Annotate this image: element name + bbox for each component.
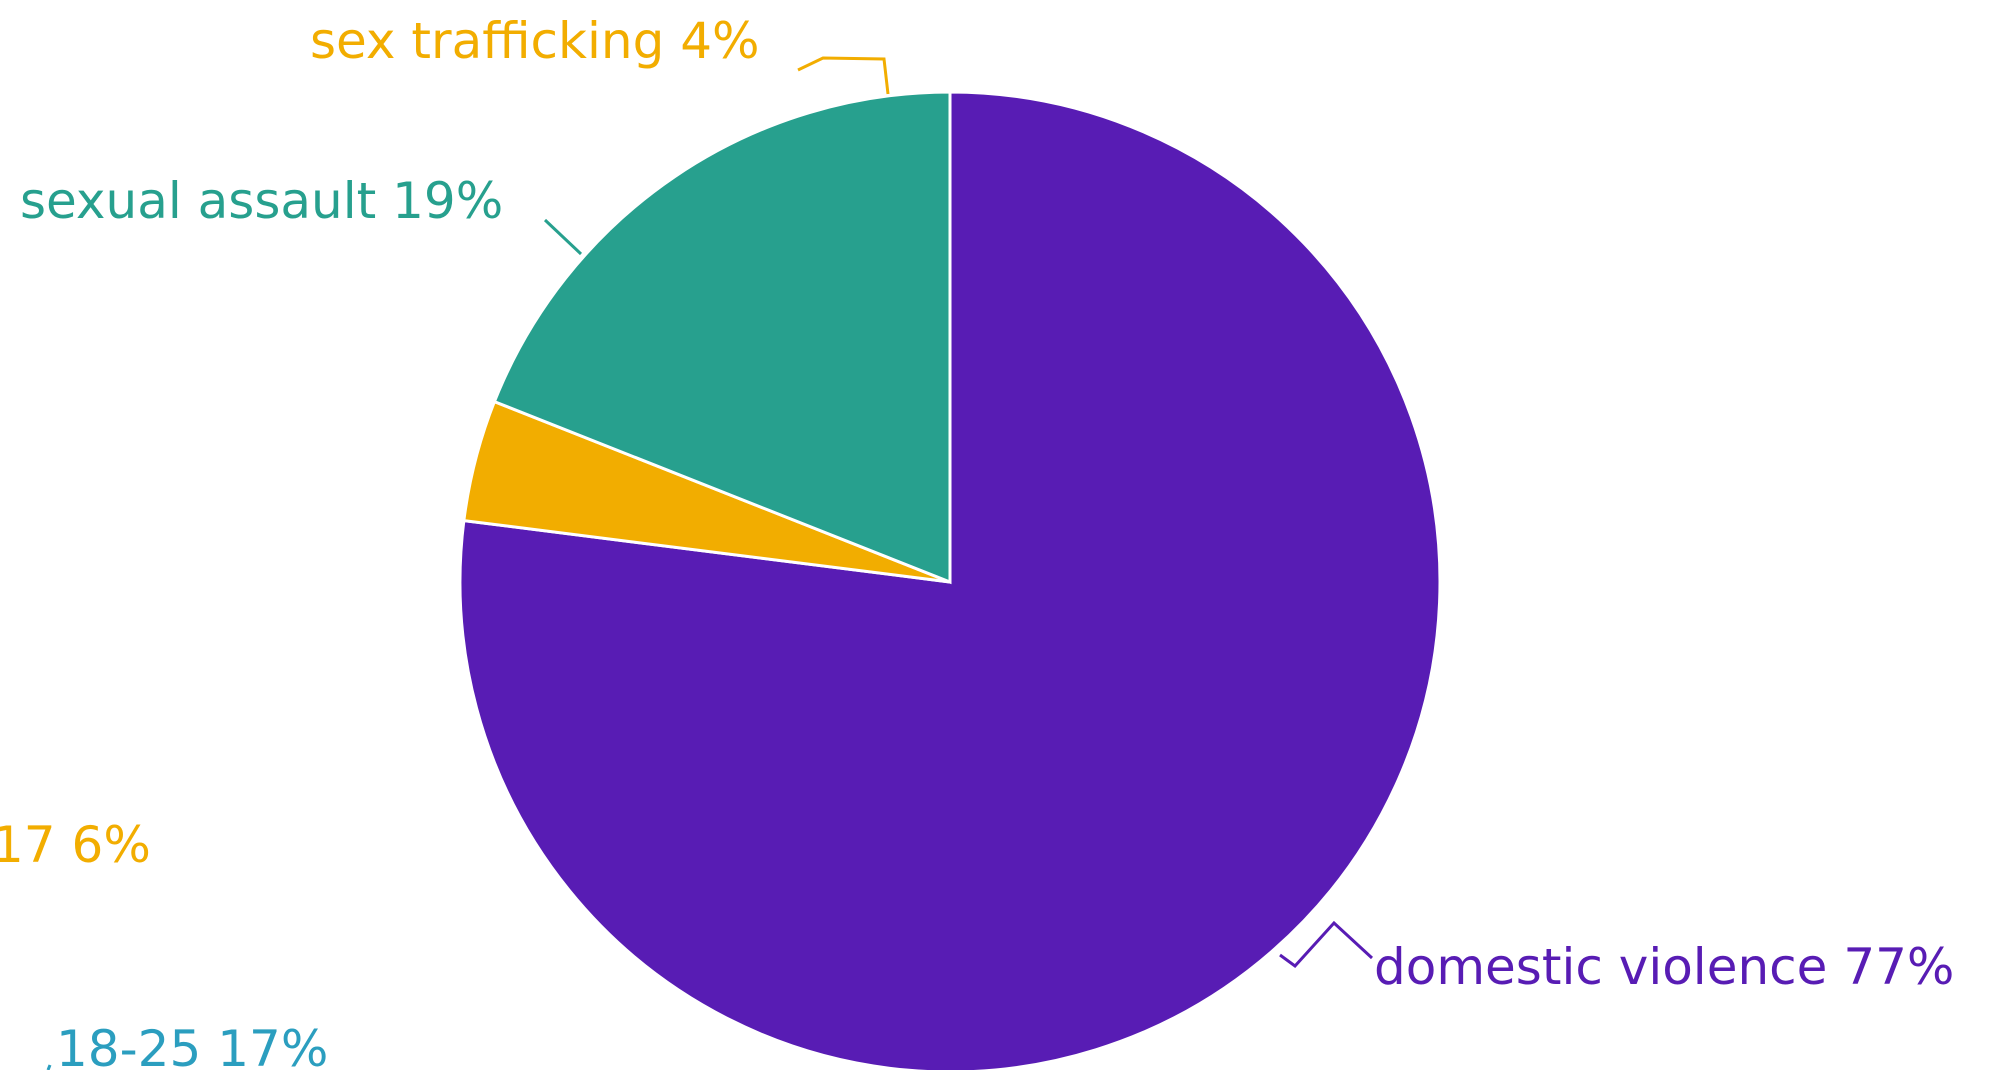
age-17-label: 17 6% [0, 816, 151, 874]
sexual-assault-leader-line [543, 218, 583, 256]
age-18-25-label: 18-25 17% [56, 1020, 328, 1070]
pie-slices [458, 90, 1442, 1070]
sex-trafficking-label: sex trafficking 4% [310, 12, 760, 70]
sex-trafficking-leader-line [797, 56, 890, 95]
pie-slice-sexual-assault [492, 90, 952, 585]
domestic-violence-leader-line [1279, 920, 1374, 969]
domestic-violence-label: domestic violence 77% [1374, 938, 1954, 996]
age-18-25-leader-line [46, 1064, 52, 1070]
sexual-assault-label: sexual assault 19% [20, 172, 503, 230]
